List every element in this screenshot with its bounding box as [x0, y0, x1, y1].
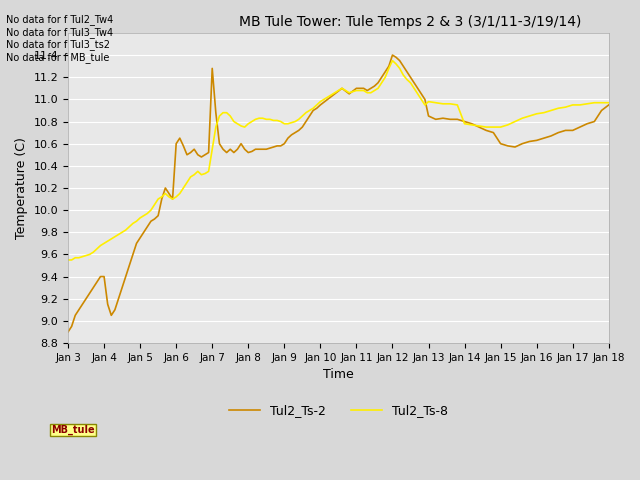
Y-axis label: Temperature (C): Temperature (C)	[15, 137, 28, 239]
Tul2_Ts-2	[605, 102, 612, 108]
Tul2_Ts-8	[554, 106, 562, 111]
X-axis label: Time: Time	[323, 368, 354, 381]
Text: MB_tule: MB_tule	[51, 425, 95, 435]
Tul2_Ts-8	[108, 236, 115, 242]
Tul2_Ts-2	[353, 85, 360, 91]
Tul2_Ts-2	[374, 80, 382, 85]
Line: Tul2_Ts-2: Tul2_Ts-2	[68, 55, 609, 332]
Tul2_Ts-8	[248, 119, 256, 124]
Line: Tul2_Ts-8: Tul2_Ts-8	[68, 60, 609, 260]
Tul2_Ts-2	[388, 52, 396, 58]
Tul2_Ts-2	[165, 191, 173, 196]
Tul2_Ts-8	[353, 88, 360, 94]
Tul2_Ts-8	[605, 100, 612, 106]
Text: MB Tule Tower: Tule Temps 2 & 3 (3/1/11-3/19/14): MB Tule Tower: Tule Temps 2 & 3 (3/1/11-…	[239, 15, 582, 29]
Tul2_Ts-8	[374, 85, 382, 91]
Tul2_Ts-2	[108, 312, 115, 318]
Legend: Tul2_Ts-2, Tul2_Ts-8: Tul2_Ts-2, Tul2_Ts-8	[224, 399, 453, 422]
Tul2_Ts-8	[165, 194, 173, 200]
Text: No data for f Tul2_Tw4
No data for f Tul3_Tw4
No data for f Tul3_ts2
No data for: No data for f Tul2_Tw4 No data for f Tul…	[6, 14, 114, 63]
Tul2_Ts-2	[248, 148, 256, 154]
Tul2_Ts-2	[554, 130, 562, 135]
Tul2_Ts-8	[64, 257, 72, 263]
Tul2_Ts-8	[388, 58, 396, 63]
Tul2_Ts-2	[64, 329, 72, 335]
